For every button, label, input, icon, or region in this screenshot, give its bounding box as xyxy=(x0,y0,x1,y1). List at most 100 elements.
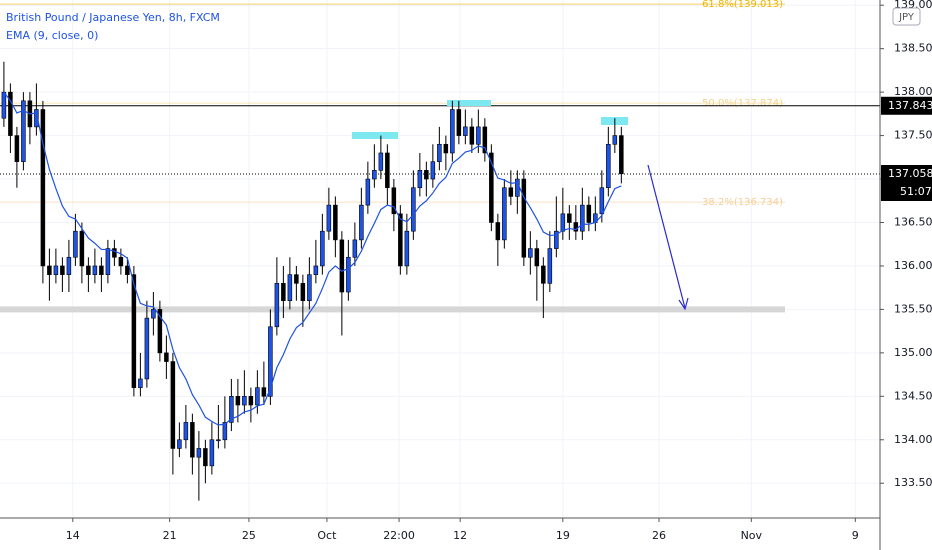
x-tick-label: 12 xyxy=(453,529,467,542)
price-tag-label: 137.058 xyxy=(888,167,932,180)
x-tick-label: Nov xyxy=(741,529,763,542)
arrow xyxy=(647,164,686,309)
candle-body xyxy=(411,187,416,232)
candle-body xyxy=(157,309,163,354)
candle-body xyxy=(66,256,72,275)
candle-body xyxy=(528,248,533,258)
candle-body xyxy=(274,283,280,328)
candle-body xyxy=(463,126,468,136)
y-tick-label: 135.500 xyxy=(894,302,932,315)
candle-body xyxy=(281,283,286,302)
candle-body xyxy=(320,230,325,267)
candle-body xyxy=(554,230,559,249)
candle-body xyxy=(417,170,423,189)
candle-body xyxy=(47,265,52,275)
candle-body xyxy=(248,396,254,406)
candle-body xyxy=(92,265,98,275)
candle-body xyxy=(612,135,618,145)
fib-label: 50.0%(137.874) xyxy=(702,98,783,109)
x-tick-label: 21 xyxy=(163,529,177,542)
candle-body xyxy=(60,265,65,275)
candle-body xyxy=(170,361,176,449)
candle-body xyxy=(164,352,169,362)
candle-body xyxy=(489,152,494,223)
candle-body xyxy=(521,178,527,258)
arrow-head xyxy=(678,297,689,311)
currency-box[interactable] xyxy=(892,7,921,26)
x-tick-label: 14 xyxy=(66,529,80,542)
candle-body xyxy=(326,204,332,232)
candle-body xyxy=(424,170,429,180)
candle-body xyxy=(8,91,13,136)
ema-line xyxy=(3,91,622,426)
candle-body xyxy=(183,422,189,441)
resistance-tag xyxy=(881,96,932,115)
candle-body xyxy=(398,213,403,267)
candle-body xyxy=(86,265,91,275)
candle-body xyxy=(1,91,7,119)
candle-body xyxy=(502,187,507,241)
candle-body xyxy=(144,317,150,380)
candle-body xyxy=(34,109,39,128)
candle-body xyxy=(339,239,345,293)
x-tick-label: 26 xyxy=(652,529,666,542)
candle-body xyxy=(216,439,221,442)
price-tag xyxy=(881,164,932,201)
candle-body xyxy=(378,152,384,171)
candle-body xyxy=(547,248,553,284)
y-tick-label: 135.000 xyxy=(894,346,932,359)
candle-body xyxy=(560,213,566,232)
candle-body xyxy=(300,283,306,302)
candle-body xyxy=(40,109,46,267)
candle-body xyxy=(372,170,377,180)
candle-body xyxy=(287,274,293,302)
x-tick-label: 9 xyxy=(852,529,859,542)
currency-label[interactable]: JPY xyxy=(898,12,915,23)
candle-body xyxy=(203,448,208,467)
candle-body xyxy=(131,274,137,388)
candle-body xyxy=(196,448,202,458)
candle-body xyxy=(508,187,514,197)
candle-body xyxy=(190,422,195,458)
candle-body xyxy=(391,187,397,215)
candle-body xyxy=(177,439,182,449)
candle-body xyxy=(105,248,111,275)
candle-body xyxy=(14,135,20,162)
candle-body xyxy=(99,265,104,275)
candle-body xyxy=(586,204,592,223)
candle-body xyxy=(450,109,455,154)
y-tick-label: 137.500 xyxy=(894,129,932,142)
candle-body xyxy=(580,204,585,232)
top-highlight xyxy=(447,100,491,106)
support-zone xyxy=(0,306,785,313)
candle-body xyxy=(515,178,520,197)
candle-body xyxy=(495,222,501,241)
candle-body xyxy=(456,109,462,136)
y-tick-label: 134.500 xyxy=(894,389,932,402)
indicator-label: EMA (9, close, 0) xyxy=(6,29,98,42)
candle-body xyxy=(53,265,59,275)
candle-body xyxy=(476,126,481,145)
candle-body xyxy=(235,396,241,406)
candle-body xyxy=(313,265,319,275)
y-tick-label: 133.500 xyxy=(894,476,932,489)
resistance-tag-label: 137.843 xyxy=(888,99,932,112)
candle-body xyxy=(346,256,351,293)
candle-body xyxy=(307,274,312,302)
y-tick-label: 139.000 xyxy=(894,0,932,11)
candle-body xyxy=(333,204,338,241)
fib-label: 61.8%(139.013) xyxy=(702,0,783,10)
candle-body xyxy=(268,326,273,397)
candle-body xyxy=(73,230,78,258)
chart-title: British Pound / Japanese Yen, 8h, FXCM xyxy=(6,11,220,24)
candle-body xyxy=(21,100,26,162)
candle-body xyxy=(359,204,364,241)
candle-body xyxy=(482,126,488,154)
candle-body xyxy=(352,239,358,258)
candle-body xyxy=(404,230,410,267)
y-tick-label: 136.500 xyxy=(894,215,932,228)
candle-body xyxy=(209,439,215,467)
candle-body xyxy=(430,161,436,180)
